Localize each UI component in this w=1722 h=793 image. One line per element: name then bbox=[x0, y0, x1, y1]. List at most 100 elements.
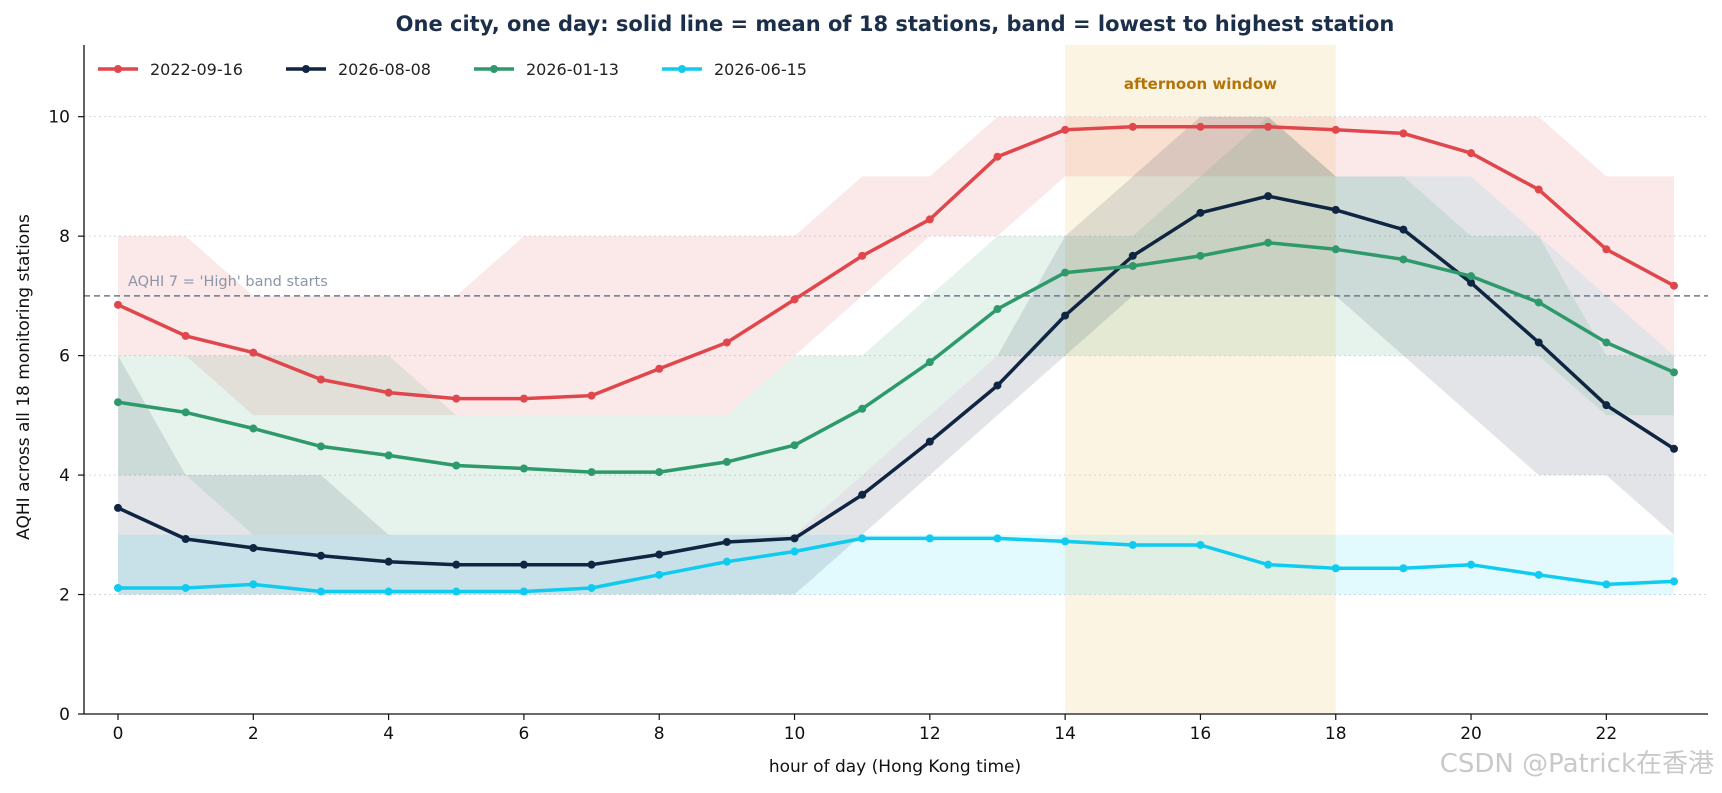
data-point-2026-01-13-h15 bbox=[1128, 262, 1137, 271]
data-point-2026-08-08-h13 bbox=[993, 381, 1002, 390]
data-point-2026-01-13-h11 bbox=[858, 404, 867, 413]
band-2026-08-08 bbox=[118, 116, 1674, 595]
legend-swatch-marker-2022-09-16 bbox=[114, 65, 122, 73]
data-point-2022-09-16-h1 bbox=[181, 331, 190, 340]
data-point-2026-06-15-h5 bbox=[452, 587, 461, 596]
data-point-2022-09-16-h18 bbox=[1331, 125, 1340, 134]
data-point-2026-01-13-h2 bbox=[249, 424, 258, 433]
y-tick-label-4: 4 bbox=[59, 466, 70, 486]
data-point-2026-06-15-h6 bbox=[519, 587, 528, 596]
data-point-2026-06-15-h3 bbox=[316, 587, 325, 596]
data-point-2026-08-08-h0 bbox=[114, 503, 122, 512]
data-point-2026-01-13-h1 bbox=[181, 408, 190, 417]
data-point-2026-08-08-h19 bbox=[1399, 225, 1408, 234]
y-tick-label-6: 6 bbox=[59, 347, 70, 367]
data-point-2022-09-16-h23 bbox=[1670, 281, 1678, 290]
series-line-2022-09-16 bbox=[116, 125, 1676, 401]
legend-swatch-marker-2026-08-08 bbox=[302, 65, 310, 73]
reference-line-label: AQHI 7 = 'High' band starts bbox=[128, 274, 328, 290]
data-point-2026-08-08-h16 bbox=[1196, 208, 1205, 217]
data-point-2026-01-13-h19 bbox=[1399, 255, 1408, 264]
data-point-2022-09-16-h7 bbox=[587, 391, 596, 400]
legend-label-2026-08-08: 2026-08-08 bbox=[338, 60, 431, 79]
legend-swatch-marker-2026-06-15 bbox=[678, 65, 686, 73]
data-point-2026-08-08-h22 bbox=[1602, 401, 1611, 410]
legend-label-2022-09-16: 2022-09-16 bbox=[150, 60, 243, 79]
data-point-2026-01-13-h17 bbox=[1264, 238, 1273, 247]
data-point-2022-09-16-h6 bbox=[519, 394, 528, 403]
data-point-2026-08-08-h2 bbox=[249, 543, 258, 552]
x-tick-label-2: 2 bbox=[248, 724, 259, 744]
data-point-2022-09-16-h15 bbox=[1128, 122, 1137, 131]
data-point-2022-09-16-h9 bbox=[722, 338, 731, 347]
data-point-2022-09-16-h14 bbox=[1061, 125, 1070, 134]
data-point-2022-09-16-h10 bbox=[790, 295, 799, 304]
data-point-2026-01-13-h23 bbox=[1670, 368, 1678, 377]
series-2026-01-13 bbox=[114, 238, 1678, 477]
data-point-2026-01-13-h13 bbox=[993, 305, 1002, 314]
legend-label-2026-06-15: 2026-06-15 bbox=[714, 60, 807, 79]
legend-swatch-marker-2026-01-13 bbox=[490, 65, 498, 73]
bands-layer bbox=[118, 116, 1674, 595]
data-point-2022-09-16-h21 bbox=[1534, 185, 1543, 194]
data-point-2026-06-15-h23 bbox=[1670, 577, 1678, 586]
data-point-2026-08-08-h6 bbox=[519, 560, 528, 569]
data-point-2026-01-13-h10 bbox=[790, 441, 799, 450]
data-point-2026-06-15-h18 bbox=[1331, 564, 1340, 573]
data-point-2026-08-08-h15 bbox=[1128, 251, 1137, 260]
data-point-2022-09-16-h0 bbox=[114, 300, 122, 309]
data-point-2026-06-15-h10 bbox=[790, 547, 799, 556]
data-point-2026-01-13-h21 bbox=[1534, 298, 1543, 307]
data-point-2022-09-16-h5 bbox=[452, 394, 461, 403]
series-2022-09-16 bbox=[114, 122, 1678, 403]
data-point-2026-06-15-h17 bbox=[1264, 560, 1273, 569]
data-point-2026-06-15-h8 bbox=[655, 570, 664, 579]
data-point-2026-08-08-h9 bbox=[722, 537, 731, 546]
data-point-2026-08-08-h3 bbox=[316, 551, 325, 560]
data-point-2026-01-13-h4 bbox=[384, 451, 393, 460]
data-point-2022-09-16-h16 bbox=[1196, 122, 1205, 131]
data-point-2026-08-08-h14 bbox=[1061, 311, 1070, 320]
afternoon-window-rect bbox=[1065, 45, 1336, 714]
y-axis-label: AQHI across all 18 monitoring stations bbox=[14, 214, 34, 540]
x-tick-label-14: 14 bbox=[1054, 724, 1076, 744]
data-point-2026-06-15-h16 bbox=[1196, 540, 1205, 549]
legend-label-2026-01-13: 2026-01-13 bbox=[526, 60, 619, 79]
data-point-2026-01-13-h9 bbox=[722, 457, 731, 466]
data-point-2026-08-08-h8 bbox=[655, 550, 664, 559]
data-point-2026-01-13-h22 bbox=[1602, 338, 1611, 347]
data-point-2026-01-13-h3 bbox=[316, 442, 325, 451]
data-point-2026-08-08-h20 bbox=[1467, 278, 1476, 287]
data-point-2026-06-15-h7 bbox=[587, 583, 596, 592]
x-tick-label-16: 16 bbox=[1190, 724, 1212, 744]
data-point-2026-01-13-h14 bbox=[1061, 268, 1070, 277]
x-axis-label: hour of day (Hong Kong time) bbox=[769, 757, 1021, 777]
x-tick-label-4: 4 bbox=[383, 724, 394, 744]
data-point-2026-08-08-h18 bbox=[1331, 205, 1340, 214]
data-point-2026-01-13-h12 bbox=[925, 358, 934, 367]
band-2026-01-13 bbox=[118, 116, 1674, 535]
data-point-2026-08-08-h21 bbox=[1534, 338, 1543, 347]
data-point-2026-08-08-h4 bbox=[384, 557, 393, 566]
data-point-2022-09-16-h20 bbox=[1467, 149, 1476, 158]
data-point-2022-09-16-h11 bbox=[858, 251, 867, 260]
data-point-2026-06-15-h22 bbox=[1602, 580, 1611, 589]
data-point-2026-08-08-h12 bbox=[925, 437, 934, 446]
x-tick-label-12: 12 bbox=[919, 724, 941, 744]
data-point-2026-08-08-h1 bbox=[181, 534, 190, 543]
data-point-2022-09-16-h12 bbox=[925, 215, 934, 224]
data-point-2026-06-15-h21 bbox=[1534, 570, 1543, 579]
legend: 2022-09-16 2026-08-08 2026-01-13 2026-06-15 bbox=[98, 60, 807, 79]
x-tick-label-10: 10 bbox=[784, 724, 806, 744]
data-point-2026-01-13-h0 bbox=[114, 398, 122, 407]
x-tick-label-0: 0 bbox=[113, 724, 124, 744]
data-point-2026-06-15-h2 bbox=[249, 580, 258, 589]
series-line-2026-06-15 bbox=[116, 536, 1676, 594]
data-point-2026-06-15-h13 bbox=[993, 534, 1002, 543]
data-point-2026-08-08-h23 bbox=[1670, 444, 1678, 453]
data-point-2026-08-08-h17 bbox=[1264, 192, 1273, 201]
data-point-2022-09-16-h2 bbox=[249, 348, 258, 357]
data-point-2026-01-13-h16 bbox=[1196, 251, 1205, 260]
chart-title: One city, one day: solid line = mean of … bbox=[396, 12, 1395, 36]
